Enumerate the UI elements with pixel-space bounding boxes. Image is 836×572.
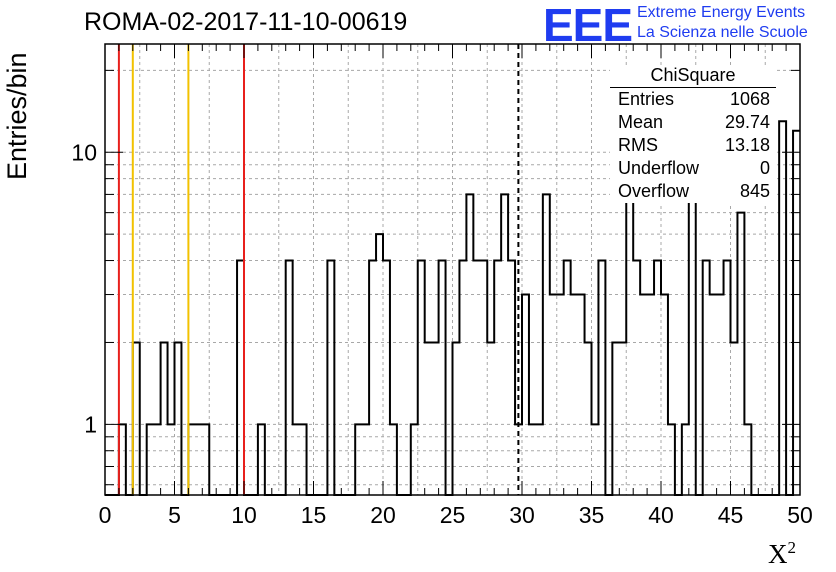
y-tick-label: 1 (84, 411, 97, 437)
x-axis-label-symbol: X (768, 539, 788, 569)
x-axis-label-superscript: 2 (787, 538, 797, 557)
x-tick-label: 25 (440, 502, 466, 528)
stats-row-entries: Entries 1068 (610, 88, 776, 111)
y-tick-label: 10 (71, 139, 97, 165)
stats-label: Underflow (618, 158, 700, 178)
eee-logo: EEE (543, 0, 633, 51)
stats-value: 13.18 (724, 135, 770, 155)
x-tick-label: 50 (787, 502, 813, 528)
x-axis-label: X2 (768, 538, 796, 570)
stats-row-rms: RMS 13.18 (610, 134, 776, 157)
x-tick-label: 0 (99, 502, 112, 528)
stats-row-mean: Mean 29.74 (610, 111, 776, 134)
stats-label: Entries (618, 89, 675, 109)
stats-value: 29.74 (724, 112, 770, 132)
x-tick-label: 40 (648, 502, 674, 528)
stats-value: 845 (739, 181, 770, 201)
y-axis-label: Entries/bin (2, 52, 32, 180)
stats-row-overflow: Overflow 845 (610, 180, 776, 203)
x-tick-label: 45 (718, 502, 744, 528)
x-tick-label: 10 (231, 502, 257, 528)
logo-line-1: Extreme Energy Events (637, 4, 806, 21)
x-tick-label: 30 (509, 502, 535, 528)
x-tick-label: 5 (168, 502, 181, 528)
stats-value: 0 (759, 158, 770, 178)
stats-box: ChiSquare Entries 1068 Mean 29.74 RMS 13… (610, 65, 776, 203)
run-title: ROMA-02-2017-11-10-00619 (84, 8, 408, 36)
x-tick-label: 15 (301, 502, 327, 528)
stats-value: 1068 (729, 89, 770, 109)
stats-title: ChiSquare (610, 65, 776, 88)
x-tick-label: 20 (370, 502, 396, 528)
x-tick-label: 35 (579, 502, 605, 528)
logo-line-2: La Scienza nelle Scuole (637, 24, 808, 41)
stats-label: Overflow (618, 181, 690, 201)
stats-row-underflow: Underflow 0 (610, 157, 776, 180)
stats-label: Mean (618, 112, 664, 132)
stats-label: RMS (618, 135, 658, 155)
